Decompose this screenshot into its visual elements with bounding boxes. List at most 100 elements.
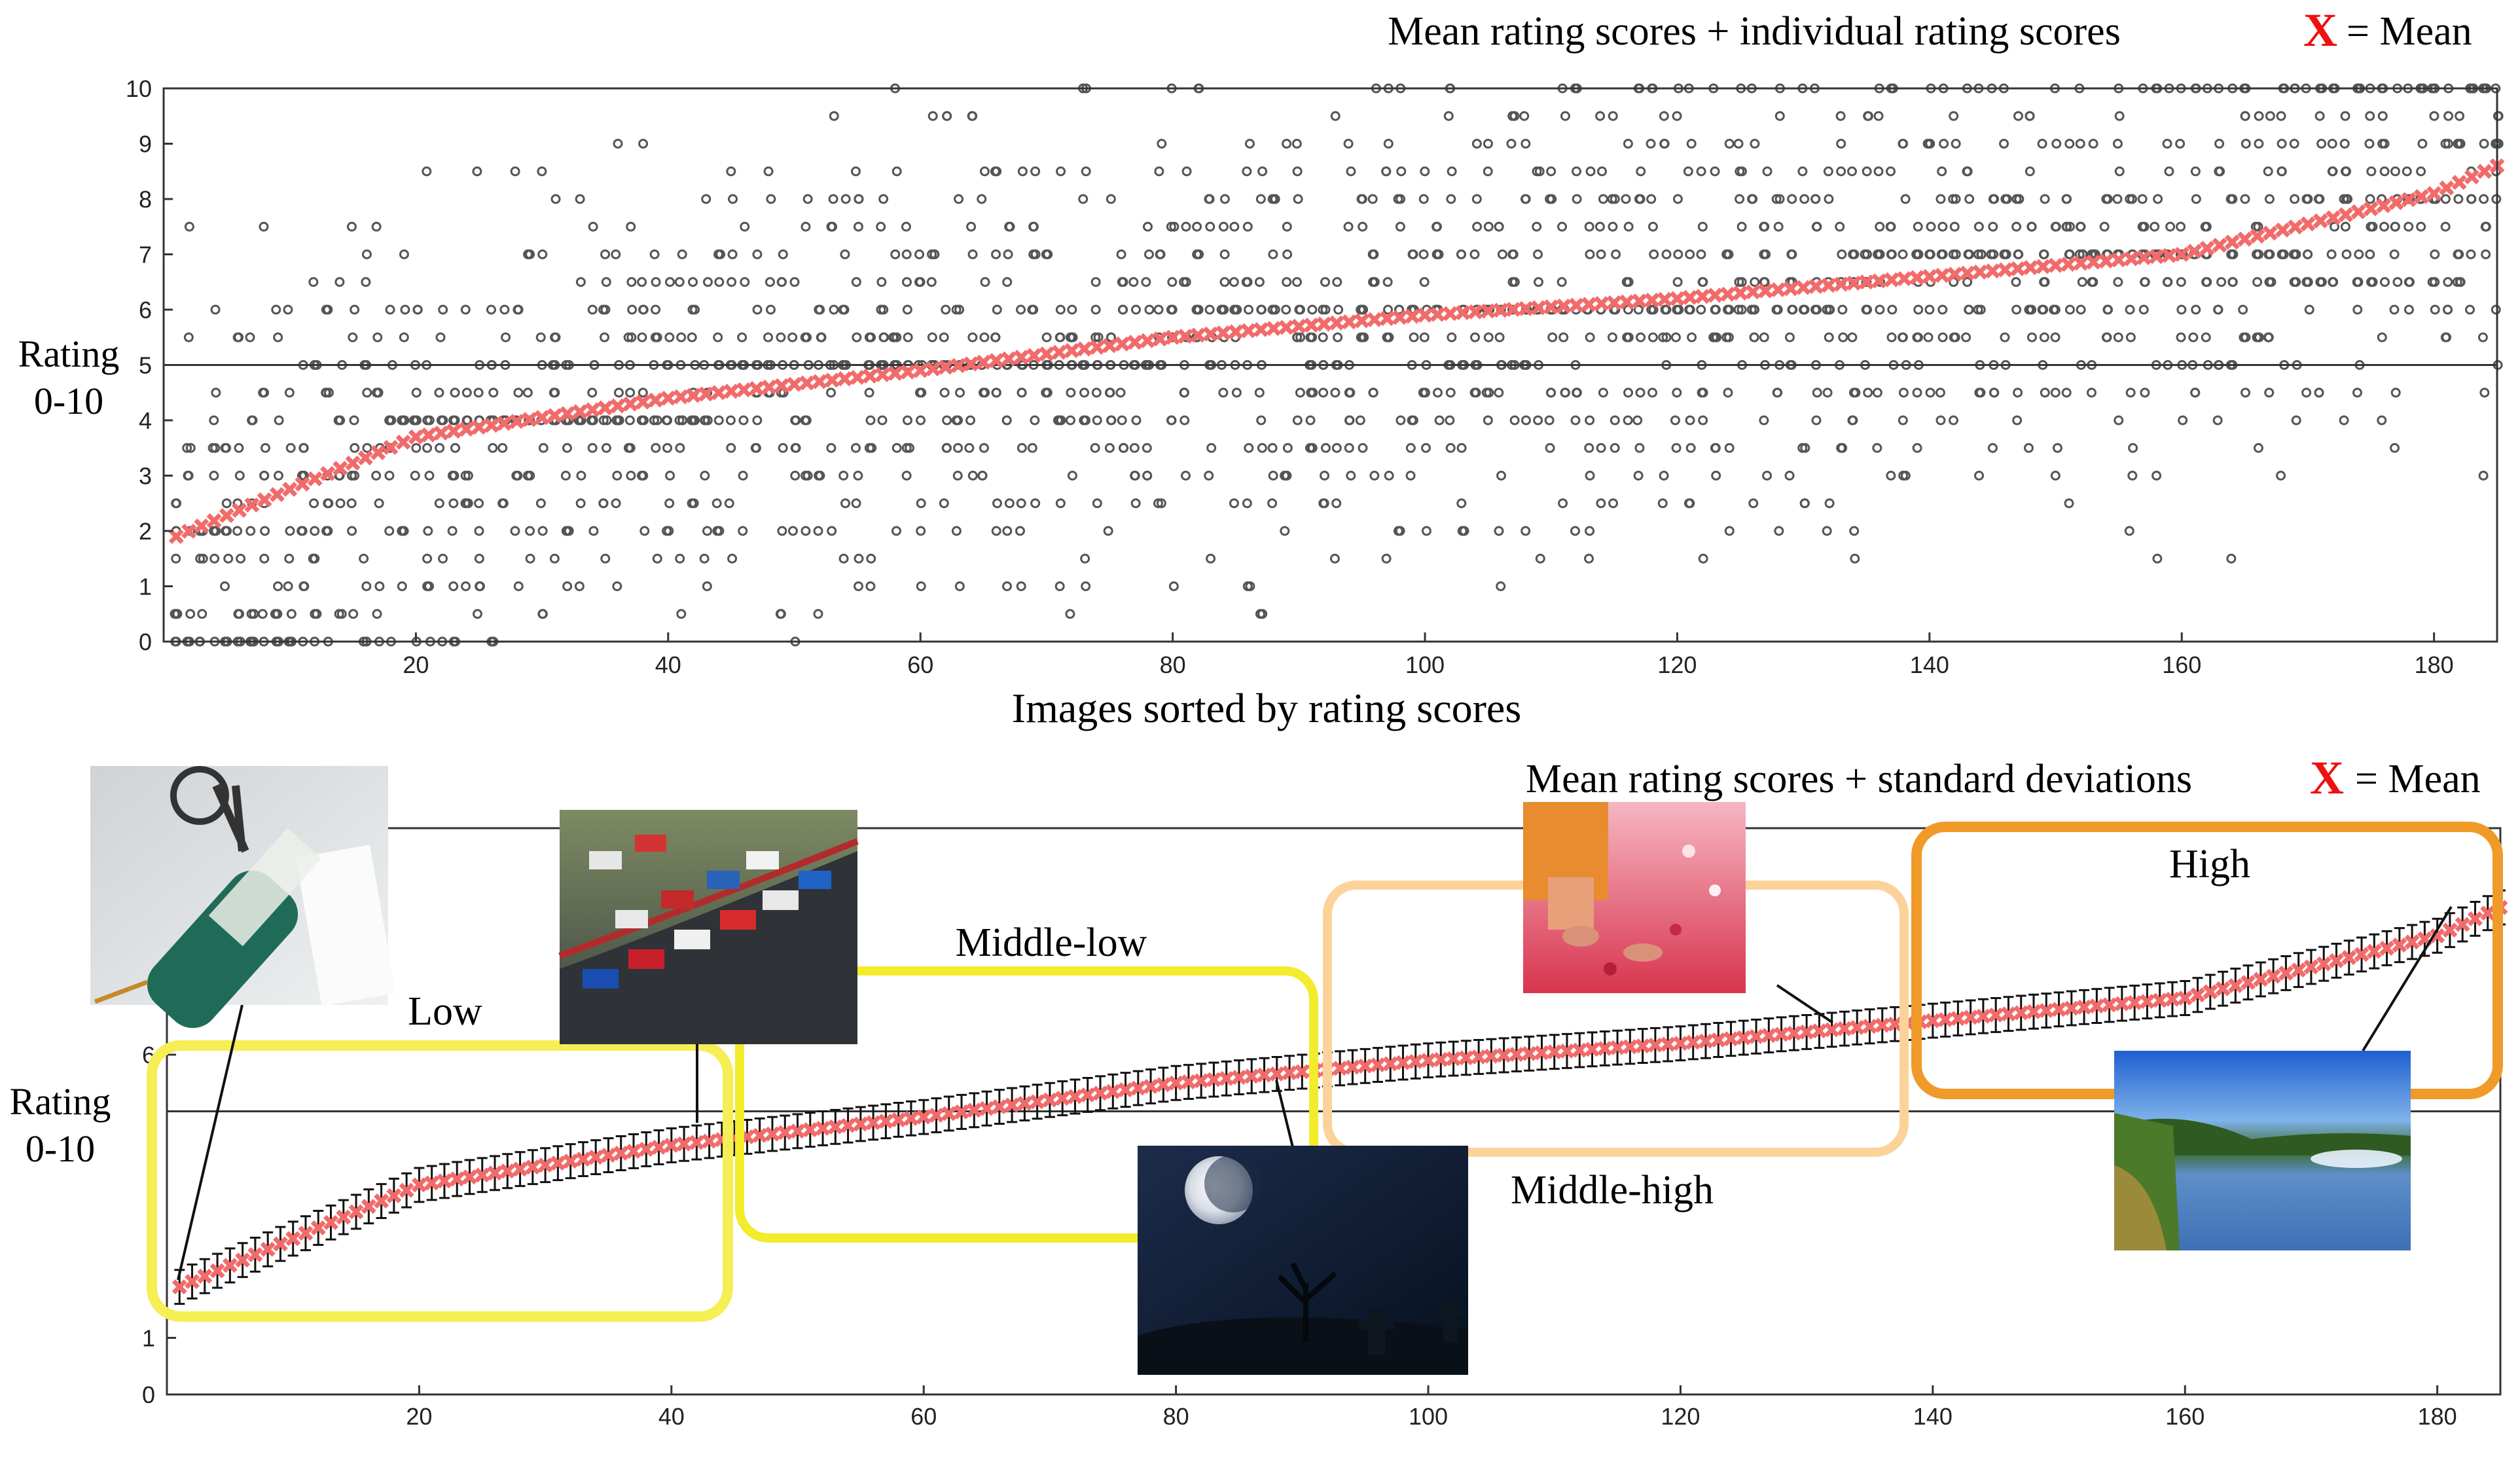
individual-rating-point <box>562 526 573 536</box>
individual-rating-point <box>1282 471 1292 481</box>
individual-rating-point <box>1837 443 1848 453</box>
individual-rating-point <box>1926 221 1936 232</box>
top-mean-point <box>560 406 575 422</box>
individual-rating-point <box>1242 277 1253 287</box>
individual-rating-point <box>474 498 484 509</box>
top-mean-point <box>635 394 651 410</box>
individual-rating-point <box>636 471 647 481</box>
bottom-mean-point <box>1080 1087 1096 1102</box>
individual-rating-point <box>1660 304 1670 315</box>
individual-rating-point <box>724 498 734 509</box>
individual-rating-point <box>261 443 271 453</box>
bottom-mean-point <box>1585 1042 1600 1057</box>
individual-rating-point <box>1684 304 1695 315</box>
individual-rating-point <box>600 332 610 342</box>
top-mean-point <box>2136 250 2151 266</box>
individual-rating-point <box>1244 304 1254 315</box>
bottom-mean-point <box>802 1122 818 1138</box>
bottom-mean-point <box>475 1167 490 1183</box>
bottom-mean-point <box>1988 1007 2004 1023</box>
individual-rating-point <box>1090 277 1101 287</box>
individual-rating-point <box>939 332 949 342</box>
category-box-middle-low <box>735 966 1318 1243</box>
individual-rating-point <box>2052 443 2062 453</box>
individual-rating-point <box>447 526 458 536</box>
top-mean-point <box>1619 294 1634 310</box>
individual-rating-point <box>1999 249 2009 259</box>
individual-rating-point <box>878 194 889 204</box>
individual-rating-point <box>2379 221 2390 232</box>
individual-rating-point <box>1596 498 1606 509</box>
individual-rating-point <box>587 388 598 398</box>
individual-rating-point <box>1912 443 1922 453</box>
individual-rating-point <box>2404 277 2415 287</box>
top-ylabel-range: 0-10 <box>34 380 103 422</box>
individual-rating-point <box>587 304 598 315</box>
individual-rating-point <box>1585 332 1595 342</box>
individual-rating-point <box>1383 304 1394 315</box>
individual-rating-point <box>2061 194 2072 204</box>
top-mean-point <box>812 374 827 390</box>
top-mean-point <box>2350 204 2366 219</box>
individual-rating-point <box>2440 194 2451 204</box>
individual-rating-point <box>1570 526 1580 536</box>
individual-rating-point <box>2277 249 2288 259</box>
individual-rating-point <box>399 415 410 426</box>
individual-rating-point <box>1572 166 1582 177</box>
individual-rating-point <box>309 498 319 509</box>
individual-rating-point <box>1962 166 1973 177</box>
individual-rating-point <box>1078 194 1089 204</box>
bottom-y-tick-label: 0 <box>142 1381 155 1408</box>
individual-rating-point <box>1657 498 1668 509</box>
individual-rating-point <box>1420 166 1430 177</box>
individual-rating-point <box>1761 249 1771 259</box>
individual-rating-point <box>1319 498 1329 509</box>
top-x-tick-label: 60 <box>907 651 933 678</box>
individual-rating-point <box>1206 443 1217 453</box>
individual-rating-point <box>1383 139 1394 149</box>
bottom-mean-point <box>185 1273 200 1289</box>
bottom-mean-point <box>1004 1097 1020 1113</box>
individual-rating-point <box>802 332 812 342</box>
individual-rating-point <box>891 526 901 536</box>
individual-rating-point <box>2124 526 2134 536</box>
individual-rating-point <box>1721 249 1732 259</box>
individual-rating-point <box>2011 304 2022 315</box>
individual-rating-point <box>2264 277 2275 287</box>
individual-rating-point <box>1242 221 1253 232</box>
individual-rating-point <box>725 415 736 426</box>
individual-rating-point <box>2191 304 2201 315</box>
top-mean-point <box>2300 216 2316 232</box>
individual-rating-point <box>1635 388 1646 398</box>
individual-rating-point <box>2040 277 2050 287</box>
bottom-panel: Mean rating scores + standard deviations… <box>10 752 2508 1430</box>
individual-rating-point <box>220 443 230 453</box>
individual-rating-point <box>2417 139 2428 149</box>
individual-rating-point <box>1519 111 1530 121</box>
individual-rating-point <box>1081 166 1091 177</box>
individual-rating-point <box>1056 166 1066 177</box>
individual-rating-point <box>1964 249 1975 259</box>
individual-rating-point <box>1130 471 1140 481</box>
individual-rating-point <box>1886 249 1896 259</box>
bottom-mean-point <box>1937 1011 1953 1027</box>
individual-rating-point <box>2377 111 2388 121</box>
bottom-mean-point <box>1219 1070 1234 1086</box>
individual-rating-point <box>927 249 937 259</box>
individual-rating-point <box>385 304 395 315</box>
individual-rating-point <box>801 526 811 536</box>
bottom-mean-point <box>2203 984 2218 1000</box>
individual-rating-point <box>232 526 243 536</box>
bottom-mean-point <box>702 1133 717 1149</box>
individual-rating-point <box>1067 304 1077 315</box>
individual-rating-point <box>1445 443 1456 453</box>
bottom-mean-point <box>916 1109 931 1125</box>
bottom-mean-point <box>2303 959 2319 975</box>
top-mean-point <box>509 414 525 429</box>
individual-rating-point <box>1445 415 1455 426</box>
individual-rating-point <box>1596 249 1606 259</box>
individual-rating-point <box>211 388 221 398</box>
individual-rating-point <box>412 304 423 315</box>
bottom-mean-point <box>525 1159 541 1175</box>
